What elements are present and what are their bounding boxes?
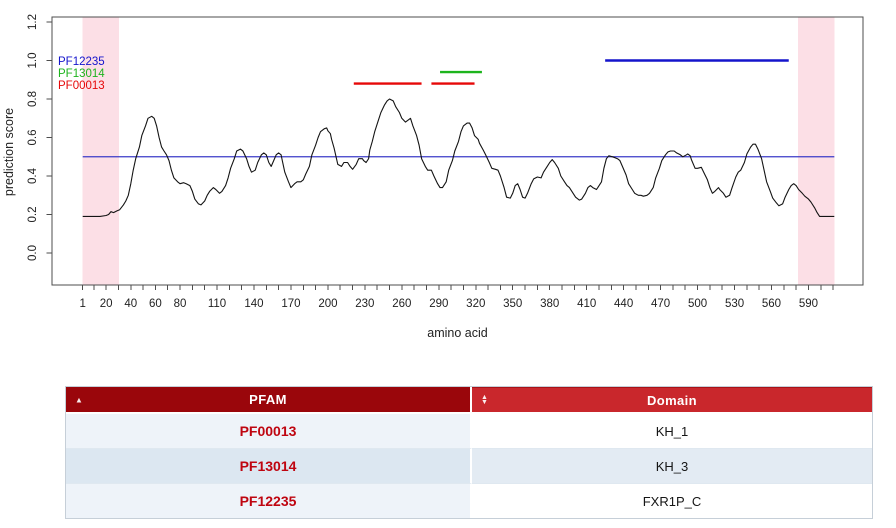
y-tick-label: 0.0	[27, 245, 39, 261]
pfam-cell[interactable]: PF13014	[66, 448, 472, 483]
domain-column-label: Domain	[646, 392, 698, 408]
pfam-cell[interactable]: PF00013	[66, 414, 472, 448]
x-tick-label: 20	[100, 298, 113, 310]
prediction-plot: 1 20 40 60 80 110 140 170 200 230 260 290 320 350 380 4…	[2, 14, 864, 340]
highlight-region	[797, 17, 835, 285]
domain-cell: KH_1	[472, 414, 872, 448]
y-tick-label: 1.2	[27, 14, 39, 30]
column-header-domain[interactable]: ▲ ▼ Domain	[472, 387, 872, 414]
x-tick-label: 200	[318, 298, 337, 310]
y-tick-label: 0.4	[27, 167, 39, 184]
x-tick-label: 560	[762, 298, 781, 310]
x-tick-label: 380	[540, 298, 559, 310]
x-tick-label: 470	[651, 298, 670, 310]
x-tick-label: 80	[174, 298, 187, 310]
y-tick-label: 0.6	[27, 130, 39, 146]
x-tick-label: 350	[503, 298, 522, 310]
x-axis-title: amino acid	[427, 326, 487, 340]
y-axis-title: prediction score	[2, 108, 16, 196]
y-tick-label: 1.0	[27, 53, 39, 69]
sort-ascending-icon: ▲	[75, 395, 84, 404]
prediction-plot-svg: 1 20 40 60 80 110 140 170 200 230 260 290 320 350 380 4…	[2, 14, 864, 340]
x-tick-label: 590	[799, 298, 818, 310]
sort-down-icon: ▼	[481, 399, 489, 406]
pfam-domain-table-grid: ▲ PFAM ▲ ▼ Domain PF00013 KH_1 PF13014 KH_3…	[66, 387, 872, 518]
x-tick-label: 110	[208, 298, 226, 310]
table-row: PF12235 FXR1P_C	[66, 483, 872, 518]
legend-label-pf13014: PF13014	[58, 68, 105, 80]
x-tick-label: 290	[429, 298, 448, 310]
x-tick-label: 1	[79, 298, 85, 310]
x-tick-label: 410	[577, 298, 596, 310]
x-tick-label: 170	[281, 298, 300, 310]
highlight-region	[82, 17, 120, 285]
pfam-column-label: PFAM	[249, 392, 287, 407]
x-tick-label: 320	[466, 298, 485, 310]
y-tick-label: 0.8	[27, 91, 39, 107]
plot-box	[51, 16, 864, 286]
x-tick-label: 530	[725, 298, 744, 310]
y-tick-label: 0.2	[27, 207, 39, 223]
pfam-domain-table: ▲ PFAM ▲ ▼ Domain PF00013 KH_1 PF13014 KH_3…	[65, 386, 873, 519]
x-tick-label: 60	[149, 298, 162, 310]
table-header-row: ▲ PFAM ▲ ▼ Domain	[66, 387, 872, 414]
column-header-pfam[interactable]: ▲ PFAM	[66, 387, 472, 414]
x-tick-label: 260	[392, 298, 411, 310]
prediction-curve	[82, 98, 835, 217]
x-tick-label: 230	[355, 298, 374, 310]
pfam-cell[interactable]: PF12235	[66, 483, 472, 518]
x-tick-label: 140	[244, 298, 263, 310]
x-tick-label: 500	[688, 298, 707, 310]
legend-label-pf00013: PF00013	[58, 80, 105, 92]
legend-label-pf12235: PF12235	[58, 56, 105, 68]
x-tick-label: 40	[124, 298, 137, 310]
sort-up-icon: ▲	[481, 394, 489, 401]
table-row: PF00013 KH_1	[66, 414, 872, 448]
domain-cell: FXR1P_C	[472, 483, 872, 518]
domain-cell: KH_3	[472, 448, 872, 483]
x-tick-label: 440	[614, 298, 633, 310]
sort-both-icon: ▲ ▼	[481, 394, 489, 406]
table-row: PF13014 KH_3	[66, 448, 872, 483]
